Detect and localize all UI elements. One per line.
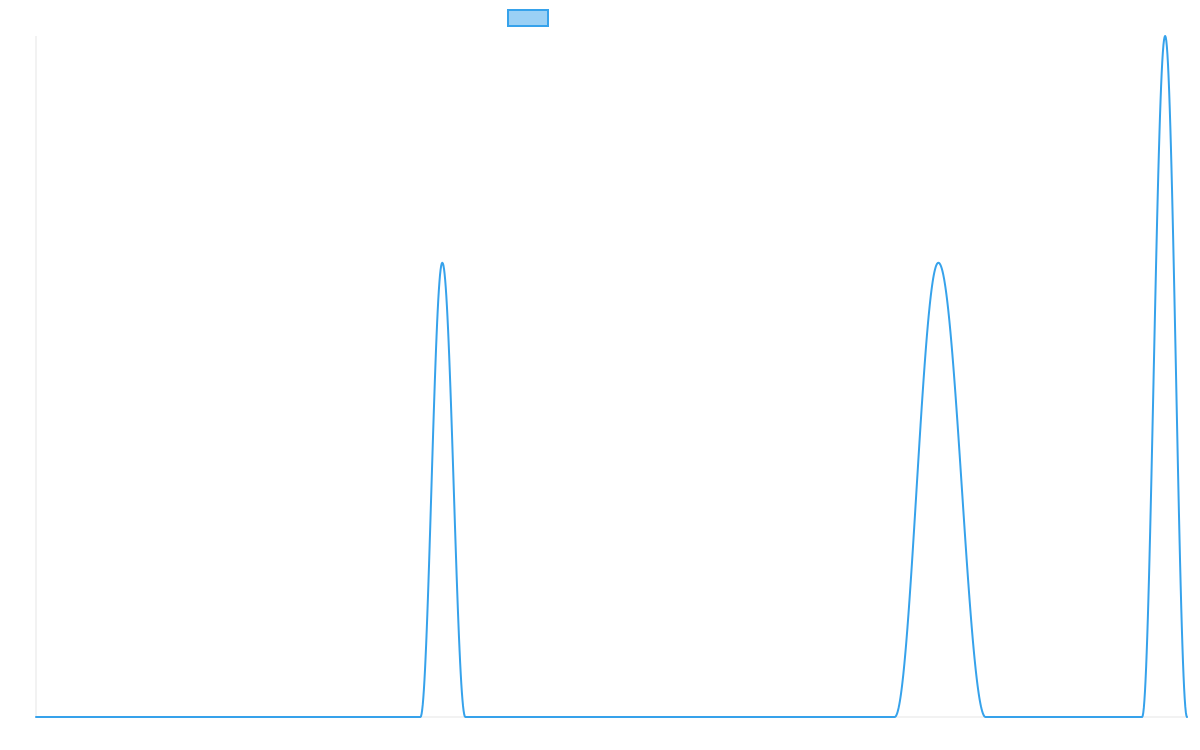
data-point-peak-3[interactable] — [1162, 33, 1168, 39]
data-point-peak-2[interactable] — [935, 260, 941, 266]
series-group — [35, 33, 1188, 718]
legend-swatch-series-1[interactable] — [507, 9, 549, 27]
data-point-peak-1[interactable] — [439, 260, 445, 266]
legend[interactable] — [507, 9, 549, 27]
series-line-1[interactable] — [35, 35, 1188, 718]
